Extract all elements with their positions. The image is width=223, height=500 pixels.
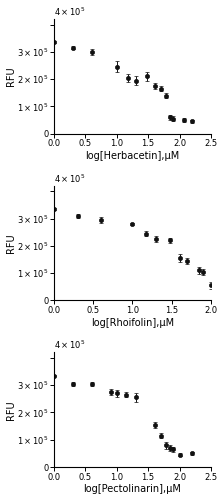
Text: $4\times10^5$: $4\times10^5$: [54, 6, 86, 18]
X-axis label: log[Pectolinarin],μM: log[Pectolinarin],μM: [84, 484, 181, 494]
X-axis label: log[Rhoifolin],μM: log[Rhoifolin],μM: [91, 318, 174, 328]
X-axis label: log[Herbacetin],μM: log[Herbacetin],μM: [85, 151, 180, 161]
Y-axis label: RFU: RFU: [6, 234, 16, 253]
Text: $4\times10^5$: $4\times10^5$: [54, 172, 86, 184]
Text: $4\times10^5$: $4\times10^5$: [54, 339, 86, 351]
Y-axis label: RFU: RFU: [6, 400, 16, 419]
Y-axis label: RFU: RFU: [6, 66, 16, 86]
